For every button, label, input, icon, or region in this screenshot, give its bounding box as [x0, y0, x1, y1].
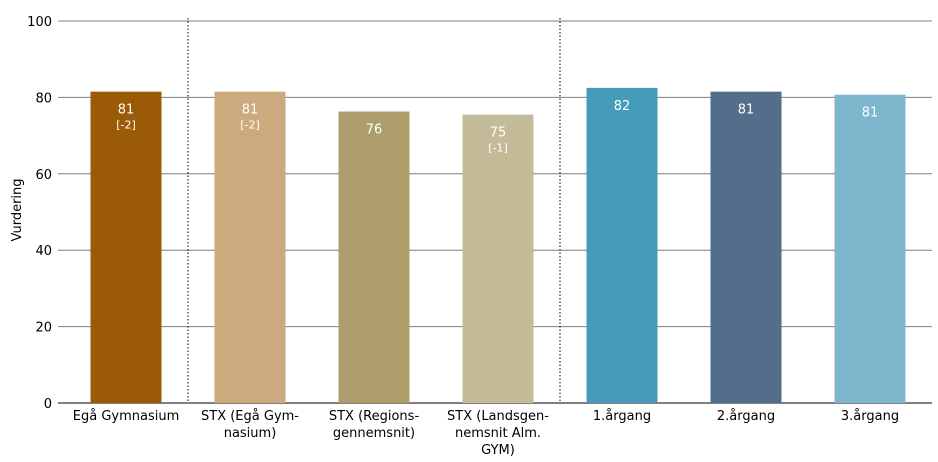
y-tick-label: 60 — [35, 168, 52, 183]
x-tick-label: Egå Gymnasium — [73, 409, 180, 424]
x-tick-label: 1.årgang — [593, 409, 651, 424]
x-tick-label: nemsnit Alm. — [455, 426, 541, 441]
x-tick-label: STX (Egå Gym- — [201, 409, 299, 424]
x-tick-label: STX (Regions- — [329, 409, 420, 424]
bar-diff-label: [-1] — [488, 142, 508, 155]
bar-value-label: 81 — [242, 103, 259, 118]
bar — [90, 91, 162, 404]
bar-diff-label: [-2] — [116, 119, 136, 132]
bar — [586, 87, 658, 403]
x-tick-label: GYM) — [481, 443, 515, 458]
bar-value-label: 81 — [738, 103, 755, 118]
group-separators — [187, 18, 561, 403]
y-tick-label: 40 — [35, 244, 52, 259]
bar-value-label: 81 — [862, 106, 879, 121]
x-tick-label: gennemsnit) — [333, 426, 415, 441]
bar-value-label: 82 — [614, 99, 631, 114]
bar — [834, 94, 906, 403]
x-tick-label: 3.årgang — [841, 409, 899, 424]
x-tick-label: nasium) — [224, 426, 277, 441]
bar-value-label: 81 — [118, 103, 135, 118]
y-tick-label: 100 — [27, 15, 52, 30]
y-axis: 0 20 40 60 80 100 — [27, 15, 52, 412]
x-tick-label: STX (Landsgen- — [447, 409, 549, 424]
bar — [710, 91, 782, 404]
bar-value-label: 75 — [490, 126, 507, 141]
y-tick-label: 0 — [44, 397, 52, 412]
y-tick-label: 20 — [35, 321, 52, 336]
bar-value-label: 76 — [366, 123, 383, 138]
bars — [90, 87, 906, 404]
bar — [338, 111, 410, 403]
bar — [214, 91, 286, 404]
bar — [462, 114, 534, 403]
x-axis: Egå Gymnasium STX (Egå Gym-nasium) STX (Re… — [73, 409, 899, 458]
bar-diff-label: [-2] — [240, 119, 260, 132]
x-tick-label: 2.årgang — [717, 409, 775, 424]
bar-labels: 81[-2]81[-2] 76 75[-1]82 81 81 — [116, 99, 878, 155]
y-tick-label: 80 — [35, 91, 52, 106]
y-axis-label: Vurdering — [10, 178, 25, 241]
